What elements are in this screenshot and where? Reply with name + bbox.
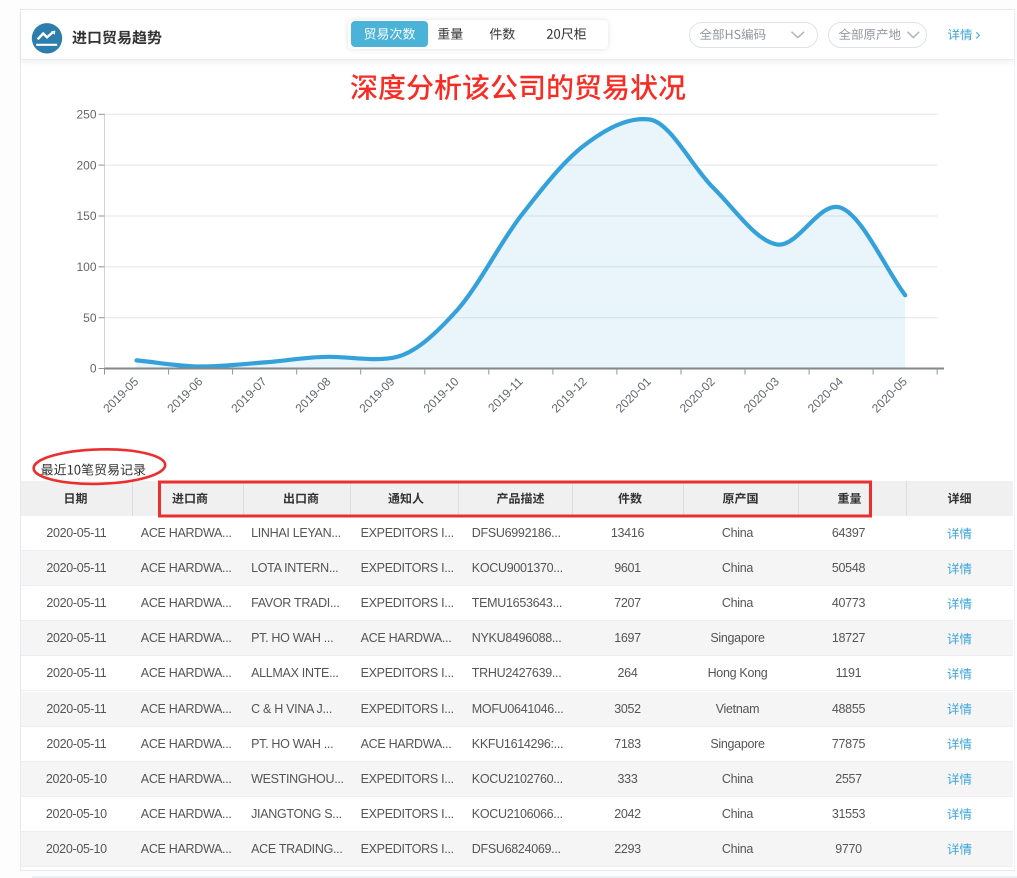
svg-text:100: 100 xyxy=(76,260,96,274)
svg-text:2019-10: 2019-10 xyxy=(421,374,462,415)
svg-text:250: 250 xyxy=(76,108,96,122)
svg-text:2020-02: 2020-02 xyxy=(677,374,718,415)
svg-text:2020-04: 2020-04 xyxy=(805,374,846,415)
svg-text:2020-01: 2020-01 xyxy=(613,374,654,415)
svg-text:2019-12: 2019-12 xyxy=(549,374,590,415)
svg-text:2019-08: 2019-08 xyxy=(292,374,333,415)
svg-text:2019-07: 2019-07 xyxy=(228,374,269,415)
svg-text:2019-09: 2019-09 xyxy=(356,374,397,415)
svg-text:2019-11: 2019-11 xyxy=(485,374,526,415)
svg-text:200: 200 xyxy=(76,158,96,172)
svg-text:2019-06: 2019-06 xyxy=(164,374,205,415)
svg-text:2020-05: 2020-05 xyxy=(869,374,910,415)
svg-text:150: 150 xyxy=(76,209,96,223)
svg-text:2019-05: 2019-05 xyxy=(100,374,141,415)
svg-text:50: 50 xyxy=(83,311,97,325)
svg-text:2020-03: 2020-03 xyxy=(741,374,782,415)
svg-text:0: 0 xyxy=(90,362,97,376)
